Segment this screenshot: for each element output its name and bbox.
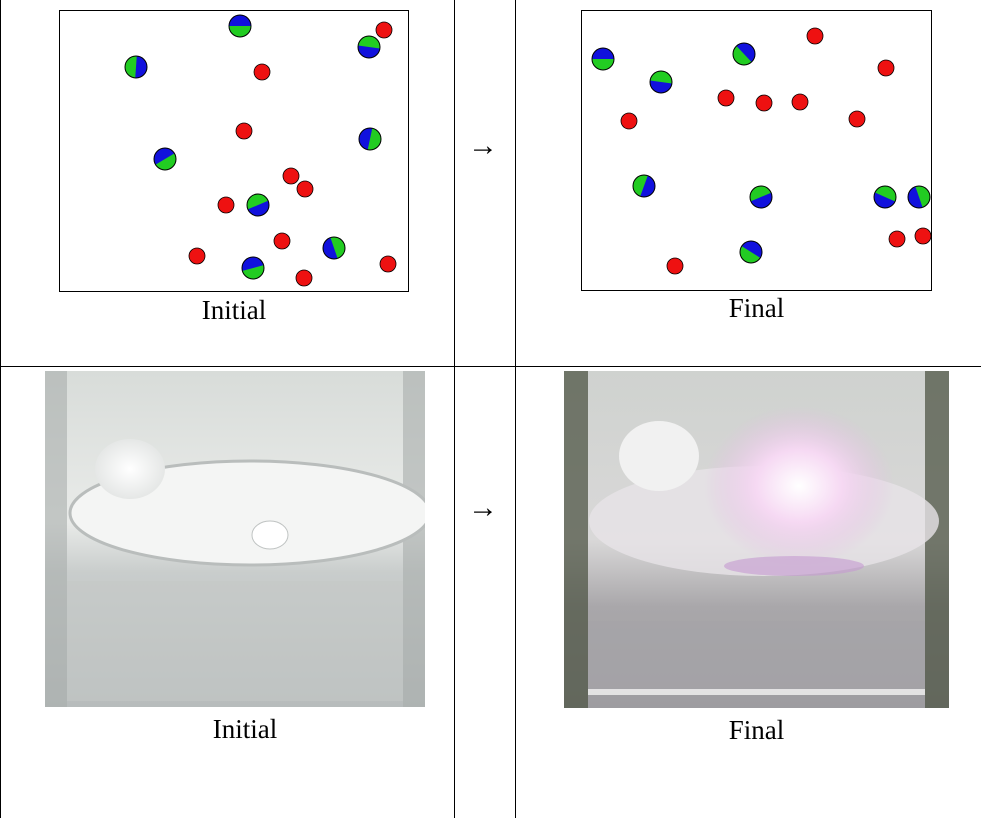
diatomic-molecule bbox=[649, 70, 673, 94]
atom-particle bbox=[282, 167, 300, 185]
diatomic-molecule bbox=[591, 47, 615, 71]
atom-particle bbox=[188, 247, 206, 265]
atom-particle bbox=[888, 230, 906, 248]
diatomic-molecule bbox=[907, 185, 931, 209]
atom-particle bbox=[877, 59, 895, 77]
diatomic-molecule bbox=[322, 236, 346, 260]
diatomic-molecule bbox=[873, 185, 897, 209]
atom-particle bbox=[273, 232, 291, 250]
atom-particle bbox=[375, 21, 393, 39]
diatomic-molecule bbox=[732, 42, 756, 66]
final-label-top: Final bbox=[728, 293, 785, 323]
atom-particle bbox=[253, 63, 271, 81]
diatomic-molecule bbox=[124, 55, 148, 79]
diatomic-molecule bbox=[228, 14, 252, 38]
diatomic-molecule bbox=[358, 127, 382, 151]
atom-particle bbox=[235, 122, 253, 140]
diatomic-molecule bbox=[739, 240, 763, 264]
final-beaker-photo bbox=[564, 371, 949, 708]
table-row-divider bbox=[0, 366, 981, 367]
diatomic-molecule bbox=[749, 185, 773, 209]
diatomic-molecule bbox=[357, 35, 381, 59]
initial-label-top: Initial bbox=[201, 295, 267, 325]
table-divider-2 bbox=[515, 0, 516, 818]
table-divider-1 bbox=[454, 0, 455, 818]
atom-particle bbox=[379, 255, 397, 273]
atom-particle bbox=[848, 110, 866, 128]
atom-particle bbox=[296, 180, 314, 198]
atom-particle bbox=[217, 196, 235, 214]
final-label-bottom: Final bbox=[728, 715, 785, 745]
initial-beaker-photo bbox=[45, 371, 425, 707]
atom-particle bbox=[755, 94, 773, 112]
initial-label-bottom: Initial bbox=[212, 714, 278, 744]
table-border-left bbox=[0, 0, 1, 818]
diatomic-molecule bbox=[153, 147, 177, 171]
atom-particle bbox=[791, 93, 809, 111]
reaction-arrow-top: → bbox=[468, 129, 498, 162]
initial-particle-diagram bbox=[59, 10, 409, 292]
diatomic-molecule bbox=[632, 174, 656, 198]
final-particle-diagram bbox=[581, 10, 932, 291]
atom-particle bbox=[620, 112, 638, 130]
atom-particle bbox=[914, 227, 931, 245]
diatomic-molecule bbox=[246, 193, 270, 217]
atom-particle bbox=[806, 27, 824, 45]
atom-particle bbox=[666, 257, 684, 275]
atom-particle bbox=[295, 269, 313, 287]
final-particles-canvas bbox=[591, 27, 931, 275]
reaction-arrow-bottom: → bbox=[468, 491, 498, 524]
atom-particle bbox=[717, 89, 735, 107]
diatomic-molecule bbox=[241, 256, 265, 280]
initial-particles-canvas bbox=[124, 14, 397, 287]
